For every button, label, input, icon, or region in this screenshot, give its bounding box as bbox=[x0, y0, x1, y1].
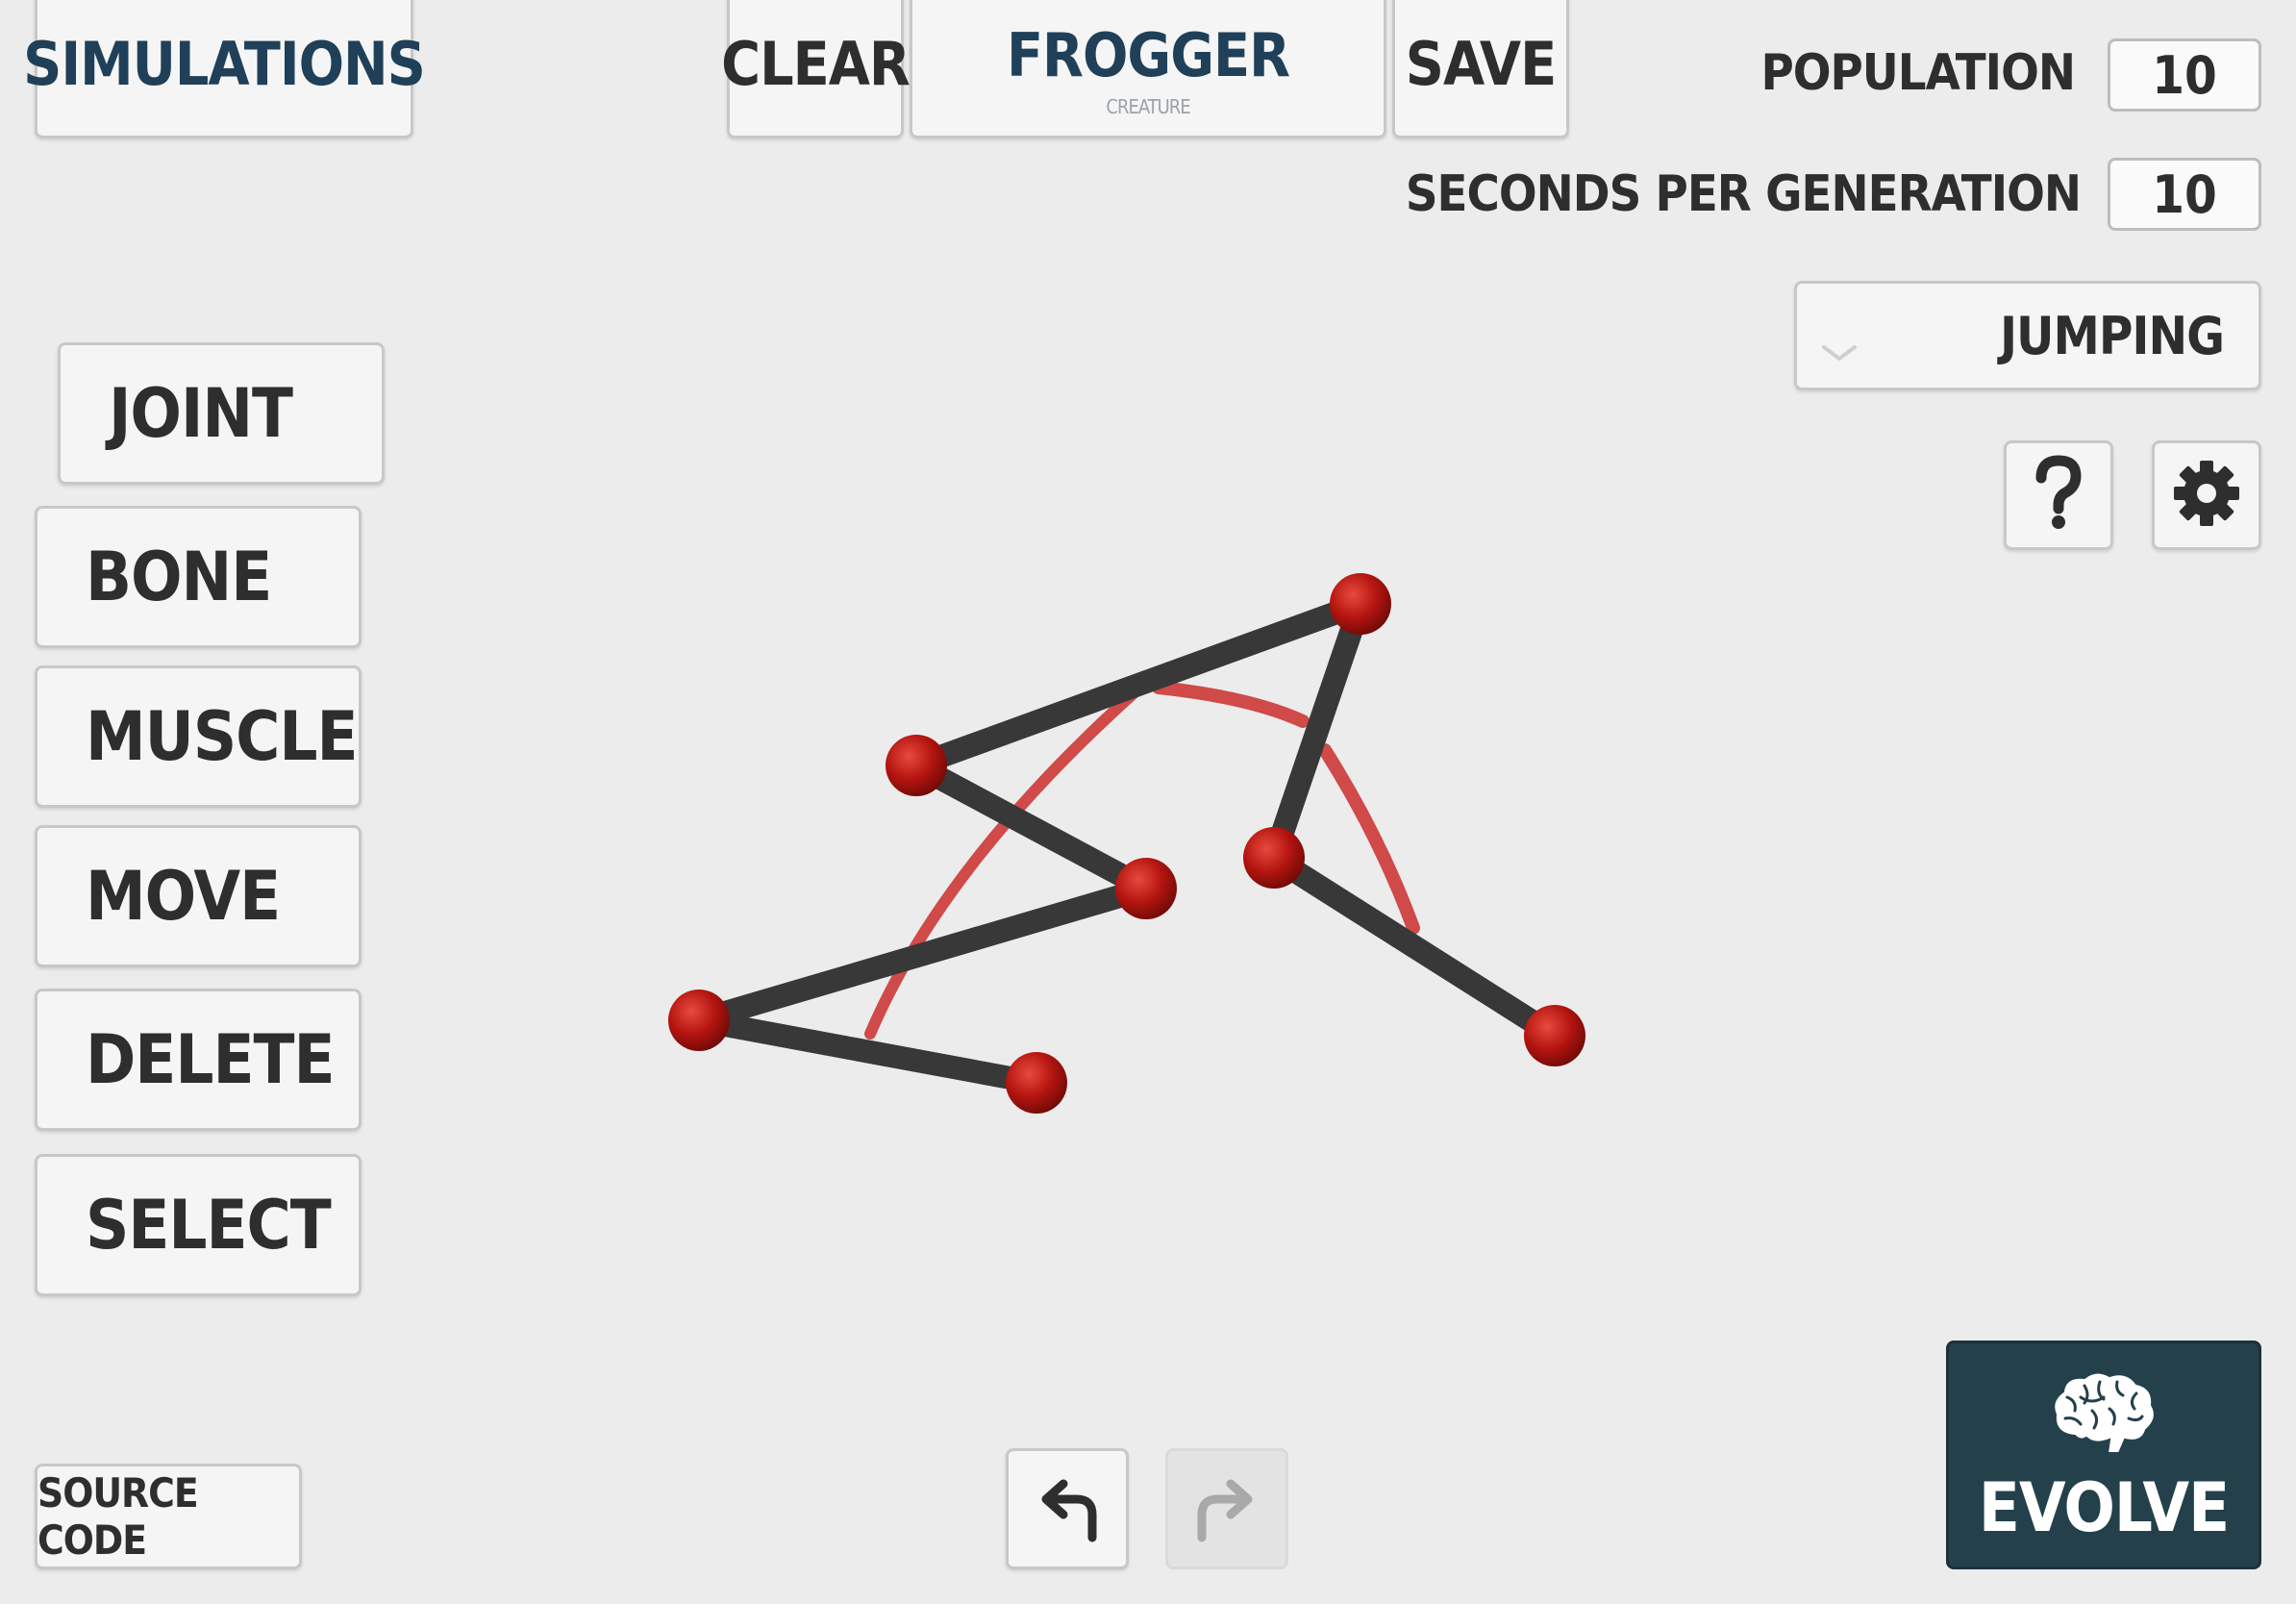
question-icon bbox=[2030, 455, 2087, 536]
simulations-label: SIMULATIONS bbox=[23, 28, 426, 99]
chevron-down-icon bbox=[1820, 318, 1859, 362]
joint-group bbox=[668, 573, 1585, 1114]
bone[interactable] bbox=[1262, 846, 1566, 1047]
clear-button[interactable]: CLEAR bbox=[721, 0, 911, 138]
tool-label: JOINT bbox=[109, 374, 293, 453]
evolve-label: EVOLVE bbox=[1978, 1468, 2230, 1547]
muscle[interactable] bbox=[1318, 743, 1420, 935]
tool-move-button[interactable]: MOVE bbox=[35, 825, 362, 967]
source-code-button[interactable]: SOURCE CODE bbox=[35, 1464, 302, 1569]
joint[interactable] bbox=[886, 735, 947, 796]
joint[interactable] bbox=[1115, 858, 1177, 919]
creature-name-button[interactable]: FROGGER CREATURE bbox=[910, 0, 1386, 138]
undo-button[interactable] bbox=[1006, 1448, 1129, 1569]
muscle[interactable] bbox=[864, 687, 1140, 1040]
bone-group bbox=[687, 592, 1566, 1094]
tool-label: SELECT bbox=[86, 1186, 332, 1265]
tool-label: BONE bbox=[86, 538, 272, 616]
population-input[interactable]: 10 bbox=[2108, 38, 2261, 112]
tool-label: MUSCLE bbox=[86, 697, 359, 776]
bone[interactable] bbox=[687, 877, 1158, 1032]
joint[interactable] bbox=[1006, 1052, 1067, 1114]
joint[interactable] bbox=[1524, 1005, 1585, 1066]
save-label: SAVE bbox=[1405, 28, 1557, 99]
muscle-group bbox=[864, 681, 1420, 1040]
clear-label: CLEAR bbox=[721, 28, 911, 99]
tool-label: MOVE bbox=[86, 857, 281, 936]
mode-dropdown[interactable]: JUMPING bbox=[1794, 281, 2261, 390]
evolve-button[interactable]: EVOLVE bbox=[1946, 1341, 2261, 1569]
tool-label: DELETE bbox=[86, 1020, 335, 1099]
redo-button[interactable] bbox=[1165, 1448, 1288, 1569]
muscle[interactable] bbox=[1152, 681, 1310, 728]
simulations-button[interactable]: SIMULATIONS bbox=[23, 0, 426, 138]
undo-icon bbox=[1031, 1470, 1104, 1547]
joint[interactable] bbox=[668, 990, 730, 1051]
gear-icon bbox=[2172, 459, 2241, 532]
tool-joint-button[interactable]: JOINT bbox=[58, 342, 385, 485]
tool-select-button[interactable]: SELECT bbox=[35, 1154, 362, 1296]
bone[interactable] bbox=[905, 754, 1158, 900]
bone[interactable] bbox=[1262, 592, 1372, 869]
help-button[interactable] bbox=[2004, 440, 2113, 550]
bone[interactable] bbox=[905, 592, 1372, 777]
creature-name: FROGGER bbox=[1006, 20, 1290, 90]
joint[interactable] bbox=[1330, 573, 1391, 635]
tool-muscle-button[interactable]: MUSCLE bbox=[35, 665, 362, 808]
seconds-per-generation-label: SECONDS PER GENERATION bbox=[1405, 165, 2082, 223]
tool-bone-button[interactable]: BONE bbox=[35, 506, 362, 648]
tool-delete-button[interactable]: DELETE bbox=[35, 989, 362, 1131]
source-code-label: SOURCE CODE bbox=[37, 1469, 199, 1564]
seconds-per-generation-input[interactable]: 10 bbox=[2108, 158, 2261, 231]
mode-selected: JUMPING bbox=[1999, 305, 2225, 366]
brain-icon bbox=[2046, 1368, 2161, 1465]
save-button[interactable]: SAVE bbox=[1392, 0, 1569, 138]
joint[interactable] bbox=[1243, 827, 1305, 889]
redo-icon bbox=[1190, 1470, 1263, 1547]
settings-button[interactable] bbox=[2152, 440, 2261, 550]
creature-subtitle: CREATURE bbox=[1106, 95, 1190, 118]
bone[interactable] bbox=[687, 1009, 1048, 1094]
population-label: POPULATION bbox=[1760, 44, 2076, 102]
